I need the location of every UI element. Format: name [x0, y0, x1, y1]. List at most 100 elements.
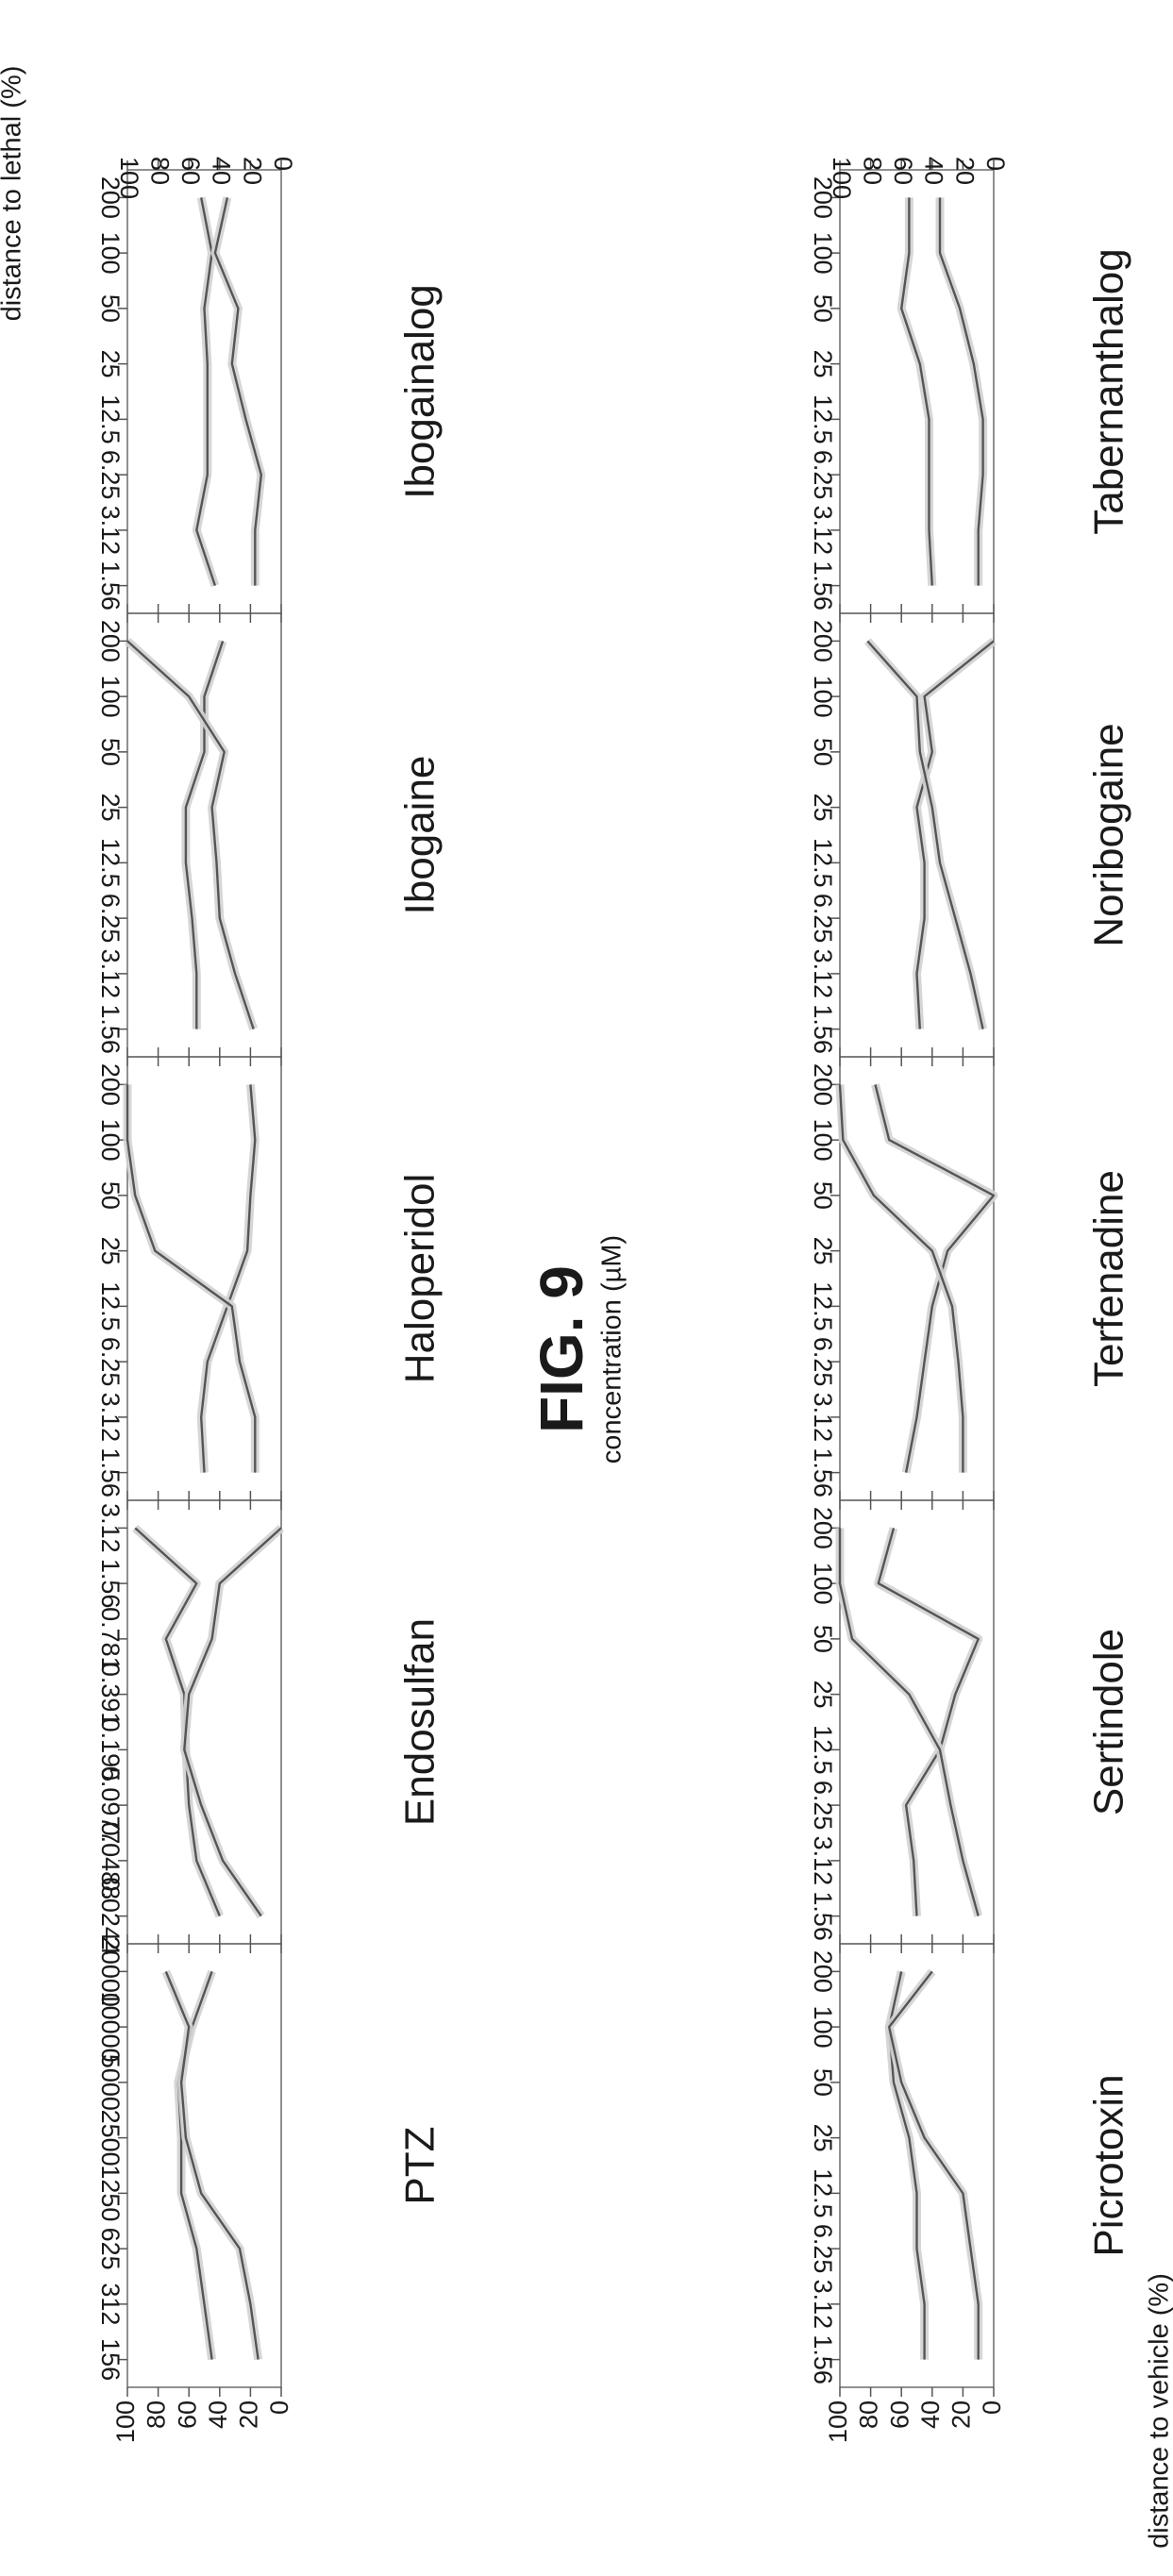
y-tick-label-right: 0 — [269, 157, 297, 171]
y-tick-label-right: 20 — [238, 157, 266, 185]
series-line-1 — [888, 1971, 926, 2360]
series-band-1 — [897, 197, 937, 586]
series-band-1 — [196, 1084, 260, 1473]
x-tick-label: 50 — [809, 1625, 837, 1653]
x-tick-label: 25 — [809, 350, 837, 378]
x-tick-label: 50 — [809, 2068, 837, 2097]
y-tick-label-left: 0 — [265, 2400, 293, 2415]
x-tick-label: 12.5 — [809, 1725, 837, 1775]
series-line-1 — [184, 641, 225, 1029]
plot-frame — [126, 612, 282, 1058]
panel-title: Endosulfan — [397, 1618, 444, 1826]
panel-title: Ibogainalog — [397, 284, 444, 499]
y-tick-label-left: 60 — [885, 2400, 913, 2429]
panel-endosulfan: Endosulfan 0.02440.04880.09770.1950.3910.… — [96, 1491, 444, 1955]
panel-title: Noribogaine — [1086, 723, 1132, 946]
x-tick-label: 3.12 — [809, 2280, 837, 2330]
y-tick-label-right: 40 — [208, 157, 236, 185]
x-tick-label: 100 — [96, 1119, 125, 1162]
series-line-1 — [877, 1528, 980, 1916]
x-tick-label: 0.0488 — [96, 1822, 125, 1900]
x-tick-label: 6.25 — [96, 894, 125, 944]
x-tick-label: 12.5 — [809, 394, 837, 444]
x-tick-label: 200 — [809, 620, 837, 662]
x-tick-label: 200 — [96, 1063, 125, 1106]
series-band-1 — [913, 637, 997, 1029]
y-tick-label-left: 80 — [142, 2400, 171, 2429]
y-tick-label-left: 20 — [235, 2400, 263, 2429]
x-tick-label: 100 — [96, 676, 125, 718]
x-tick-label: 3.12 — [809, 949, 837, 999]
series-band-2 — [935, 197, 988, 586]
x-tick-label: 25 — [96, 1237, 125, 1265]
x-tick-label: 1.56 — [809, 1447, 837, 1497]
panel-ibogainalog: Ibogainalog1.563.126.2512.52550100200020… — [96, 157, 444, 623]
x-tick-label: 3.12 — [809, 1836, 837, 1886]
series-band-2 — [884, 1968, 983, 2360]
y-tick-label-right: 80 — [858, 157, 886, 185]
rotated-figure: FIG. 9 distance to vehicle (%) distance … — [0, 66, 1173, 2549]
x-tick-label: 1.56 — [96, 1004, 125, 1054]
x-tick-label: 100 — [96, 232, 125, 275]
series-line-1 — [900, 197, 933, 586]
x-tick-label: 1.56 — [809, 2334, 837, 2384]
y-tick-label-left: 80 — [855, 2400, 883, 2429]
x-tick-label: 12.5 — [809, 1281, 837, 1331]
x-tick-label: 200 — [809, 1507, 837, 1549]
y-tick-label-left: 0 — [978, 2400, 1006, 2415]
x-tick-label: 50 — [809, 738, 837, 766]
x-tick-label: 3.12 — [96, 506, 125, 556]
x-tick-label: 1.56 — [809, 1891, 837, 1941]
panel-ibogaine: Ibogaine 1.56 3.12 6.25 12.5 25 50 100 200 — [96, 604, 444, 1066]
x-tick-label: 12.5 — [809, 838, 837, 888]
series-line-1 — [134, 1527, 221, 1917]
x-tick-label: 5000 — [96, 2054, 125, 2111]
y-tick-label-right: 60 — [176, 157, 205, 185]
panels: PTZ1563126251250250050001000020000020406… — [96, 157, 1132, 2443]
panel-title: Picrotoxin — [1086, 2074, 1132, 2256]
figure-title: FIG. 9 — [528, 1265, 595, 1433]
x-tick-label: 200 — [96, 176, 125, 219]
series-line-2 — [838, 1084, 964, 1473]
x-tick-label: 0.0977 — [96, 1766, 125, 1845]
x-tick-label: 50 — [96, 1181, 125, 1210]
x-tick-label: 10000 — [96, 1992, 125, 2063]
x-tick-label: 156 — [96, 2338, 125, 2381]
series-line-2 — [838, 1528, 980, 1916]
x-tick-label: 0.0244 — [96, 1877, 125, 1955]
panel-title: Haloperidol — [397, 1174, 444, 1384]
series-line-2 — [164, 1970, 260, 2360]
x-tick-label: 100 — [809, 2006, 837, 2049]
x-tick-label: 3.12 — [809, 506, 837, 556]
series-band-1 — [132, 1525, 224, 1918]
x-tick-label: 100 — [809, 676, 837, 718]
series-line-1 — [915, 640, 995, 1029]
x-tick-label: 0.391 — [96, 1663, 125, 1727]
x-tick-label: 25 — [809, 1681, 837, 1709]
x-tick-label: 25 — [809, 2124, 837, 2152]
x-tick-label: 100 — [809, 1563, 837, 1605]
y-tick-label-right: 100 — [115, 157, 143, 199]
y-tick-label-left: 100 — [824, 2400, 852, 2443]
plot-frame — [839, 169, 995, 614]
x-tick-label: 12.5 — [96, 394, 125, 444]
panel-title: PTZ — [397, 2126, 444, 2204]
panel-title: Ibogaine — [397, 756, 444, 915]
x-tick-label: 6.25 — [809, 894, 837, 944]
x-tick-label: 50 — [809, 1181, 837, 1210]
x-tick-label: 625 — [96, 2228, 125, 2270]
x-tick-label: 1.56 — [96, 560, 125, 611]
series-line-1 — [199, 1084, 257, 1473]
x-tick-label: 6.25 — [96, 1337, 125, 1387]
y-tick-label-right: 20 — [950, 157, 979, 185]
y-tick-label-right: 100 — [828, 157, 856, 199]
x-tick-label: 3.12 — [96, 1393, 125, 1443]
panel-tabernanthalog: Tabernanthalog1.563.126.2512.52550100200… — [809, 157, 1132, 623]
x-tick-label: 2500 — [96, 2110, 125, 2166]
right-axis-label: distance to lethal (%) — [0, 66, 27, 322]
panel-sertindole: Sertindole 1.56 3.12 6.25 12.5 25 50 100 200 — [809, 1491, 1132, 1953]
x-tick-label: 50 — [809, 294, 837, 323]
x-tick-label: 200 — [96, 620, 125, 662]
